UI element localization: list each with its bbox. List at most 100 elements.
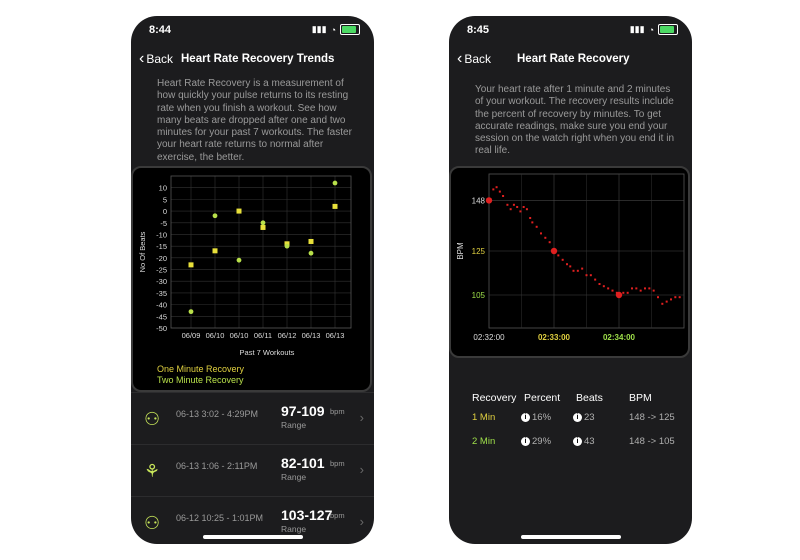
hr-sample-point <box>535 225 538 228</box>
home-indicator[interactable] <box>520 535 621 539</box>
status-icons: ▮▮▮ ◔ <box>312 24 360 35</box>
one-minute-point <box>188 262 194 268</box>
hr-sample-point <box>498 190 501 193</box>
two-minute-point <box>284 243 290 249</box>
legend-one-minute: One Minute Recovery <box>157 364 245 374</box>
hr-sample-point <box>602 285 605 288</box>
page-title: Heart Rate Recovery Trends <box>181 53 335 65</box>
hr-sample-point <box>569 265 572 268</box>
workout-unit: bpm <box>330 459 345 468</box>
info-icon: i <box>521 413 530 422</box>
workout-row[interactable]: ⚘ 06-13 1:06 - 2:11PM 82-101 bpm Range › <box>131 444 374 497</box>
row-bpm-1min: 148 -> 125 <box>629 412 675 423</box>
beats-value: 43 <box>584 436 595 447</box>
chevron-right-icon: › <box>359 410 364 425</box>
two-minute-point <box>332 180 338 186</box>
trend-chart-svg: 10 5 0 -5 -10 -15 -20 -25 -30 -35 -40 -45 -50 06/09 06… <box>138 175 352 357</box>
walking-icon: ⚇ <box>144 409 161 429</box>
battery-icon <box>658 24 678 35</box>
hr-sample-point <box>670 298 672 301</box>
hr-sample-point <box>639 289 642 292</box>
x-tick-label: 06/11 <box>254 331 272 340</box>
workout-unit: bpm <box>330 407 345 416</box>
workout-row[interactable]: ⚇ 06-12 10:25 - 1:01PM 103-127 bpm Range… <box>131 496 374 544</box>
two-minute-point <box>260 220 266 226</box>
status-time: 8:45 <box>467 24 490 36</box>
y-tick-label: -10 <box>156 230 167 239</box>
hr-sample-point <box>572 269 575 272</box>
two-minute-point <box>188 309 194 315</box>
hr-sample-point <box>502 195 505 197</box>
one-minute-point <box>236 208 242 214</box>
y-tick-label: -45 <box>156 312 167 321</box>
back-button[interactable]: ‹ Back <box>457 51 492 67</box>
y-tick-label: 0 <box>163 207 167 216</box>
back-button[interactable]: ‹ Back <box>139 51 173 67</box>
description-text: Your heart rate after 1 minute and 2 min… <box>475 84 675 157</box>
hr-sample-point <box>594 278 597 281</box>
y-tick-label: 10 <box>159 184 167 193</box>
x-tick-label: 06/13 <box>326 331 345 340</box>
hr-sample-point <box>525 208 528 211</box>
hr-sample-point <box>531 221 534 224</box>
walking-icon: ⚇ <box>144 513 161 533</box>
workout-date: 06-13 1:06 - 2:11PM <box>176 461 258 471</box>
workout-date: 06-12 10:25 - 1:01PM <box>176 513 264 523</box>
x-tick-label: 06/10 <box>230 331 249 340</box>
x-tick-label: 06/12 <box>278 331 297 340</box>
workout-unit: bpm <box>330 511 345 520</box>
hr-sample-point <box>492 188 495 191</box>
hr-sample-point <box>589 274 592 277</box>
hr-sample-point <box>607 287 610 290</box>
hr-sample-point <box>657 296 659 299</box>
row-beats-1min: i 23 <box>573 412 595 423</box>
workout-range: 97-109 <box>281 403 325 419</box>
workout-range-label: Range <box>281 472 307 482</box>
workout-row[interactable]: ⚇ 06-13 3:02 - 4:29PM 97-109 bpm Range › <box>131 392 374 445</box>
home-indicator[interactable] <box>202 535 303 539</box>
hr-sample-point <box>622 291 625 294</box>
hr-sample-point <box>648 287 651 290</box>
wifi-icon: ◔ <box>648 24 654 35</box>
percent-value: 16% <box>532 412 552 423</box>
hr-sample-point <box>506 203 509 206</box>
hr-sample-point <box>540 232 542 235</box>
hr-marker-point <box>615 291 623 299</box>
hr-chart-svg: 148 125 105 02:32:00 02:33:00 02:34:00 BPM <box>456 173 685 342</box>
hr-sample-point <box>522 206 525 208</box>
workout-range-label: Range <box>281 524 307 534</box>
col-header-beats: Beats <box>576 392 603 404</box>
hr-sample-point <box>581 267 584 270</box>
hr-sample-point <box>635 287 638 290</box>
two-minute-point <box>236 257 242 263</box>
y-tick-label: -5 <box>160 219 167 228</box>
status-bar: 8:44 ▮▮▮ ◔ <box>131 16 374 44</box>
hr-sample-point <box>644 287 646 290</box>
hr-marker-point <box>485 197 493 204</box>
y-tick-label: -40 <box>156 301 167 310</box>
y-axis-label: BPM <box>456 242 465 260</box>
hr-sample-point <box>557 254 560 257</box>
one-minute-point <box>332 203 338 209</box>
back-label: Back <box>464 52 492 66</box>
two-minute-point <box>212 213 218 219</box>
row-beats-2min: i 43 <box>573 436 595 447</box>
phone-screen-recovery: 8:45 ▮▮▮ ◔ ‹ Back Heart Rate Recovery Yo… <box>449 16 692 544</box>
hr-sample-point <box>631 287 633 290</box>
y-tick-label: 148 <box>472 196 486 205</box>
y-tick-label: -35 <box>156 289 167 298</box>
hr-sample-point <box>674 296 677 299</box>
row-bpm-2min: 148 -> 105 <box>629 436 675 447</box>
hr-sample-point <box>576 269 579 272</box>
hr-sample-point <box>495 186 498 189</box>
chevron-right-icon: › <box>359 462 364 477</box>
dance-icon: ⚘ <box>144 461 161 481</box>
x-tick-label: 02:33:00 <box>538 333 571 342</box>
col-header-percent: Percent <box>524 392 561 404</box>
status-icons: ▮▮▮ ◔ <box>630 24 678 35</box>
description-text: Heart Rate Recovery is a measurement of … <box>157 78 352 163</box>
navigation-bar: ‹ Back Heart Rate Recovery Trends <box>131 50 374 72</box>
y-tick-label: -25 <box>156 266 167 275</box>
x-tick-label: 02:34:00 <box>603 333 636 342</box>
hr-sample-point <box>548 241 551 244</box>
